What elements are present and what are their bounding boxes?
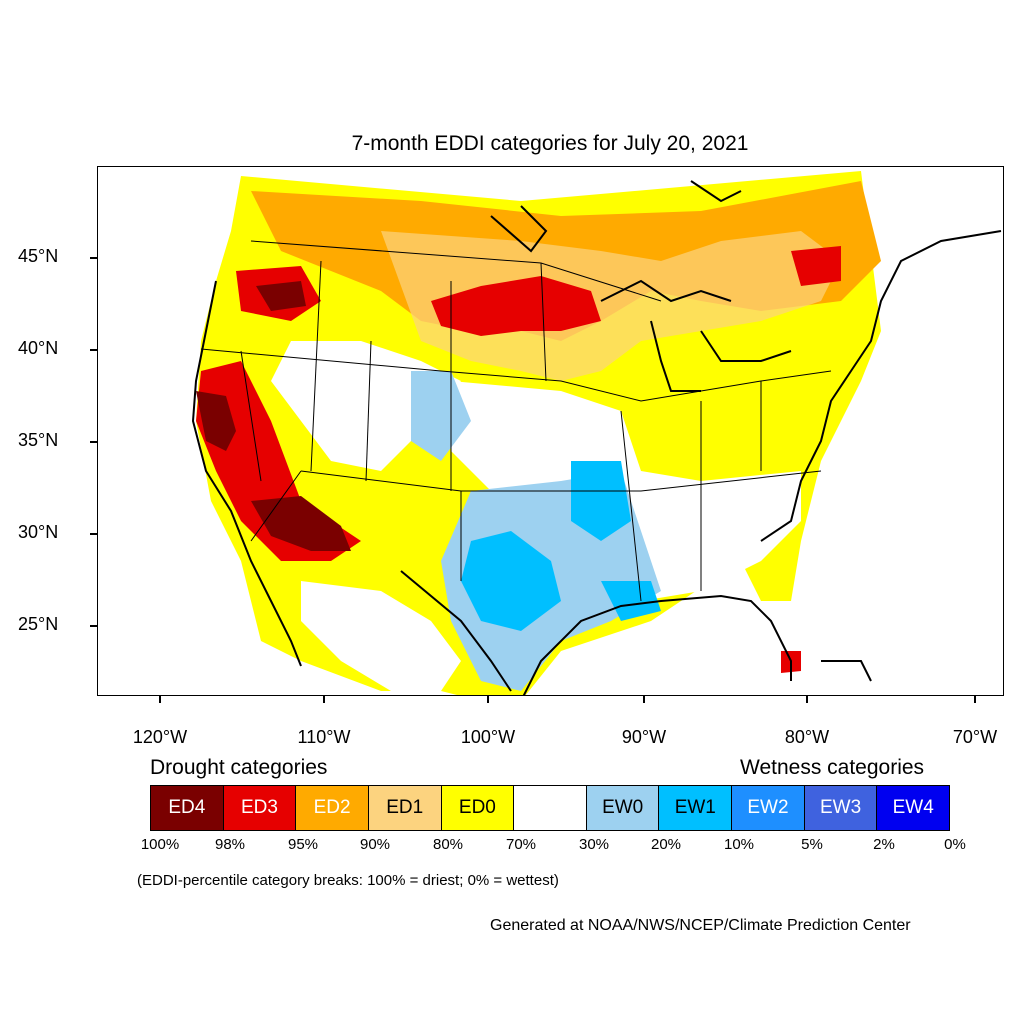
region-ew1-arkansas [571, 461, 631, 541]
lon-label-70: 70°W [952, 727, 998, 747]
legend-break: 30% [578, 836, 610, 853]
legend-cat-neutral [514, 786, 587, 830]
region-ed3-california [196, 361, 361, 561]
legend-break: 100% [140, 836, 180, 853]
legend-break: 70% [505, 836, 537, 853]
lon-tick [487, 696, 489, 703]
lat-tick [90, 349, 97, 351]
legend-break: 10% [723, 836, 755, 853]
lat-tick [90, 441, 97, 443]
region-ed4-northwest [256, 281, 306, 311]
lat-tick [90, 533, 97, 535]
legend-break: 80% [432, 836, 464, 853]
lat-tick [90, 625, 97, 627]
lon-label-100: 100°W [460, 727, 516, 747]
eddi-map [191, 171, 1002, 695]
lon-tick [806, 696, 808, 703]
wetness-categories-title: Wetness categories [740, 756, 925, 779]
region-ed4-california [196, 391, 236, 451]
legend-cat-ed4: ED4 [151, 786, 224, 830]
legend-break: 0% [944, 836, 966, 853]
legend-cat-ed0: ED0 [441, 786, 515, 830]
map-title: 7-month EDDI categories for July 20, 202… [351, 132, 749, 155]
legend-break: 90% [359, 836, 391, 853]
legend-cat-ed1: ED1 [368, 786, 442, 830]
region-ed3-canada-east [791, 246, 841, 286]
legend-cat-ew2: EW2 [732, 786, 805, 830]
lon-label-80: 80°W [784, 727, 830, 747]
coastlines [191, 180, 1002, 695]
legend-cat-ed2: ED2 [296, 786, 369, 830]
lat-tick [90, 257, 97, 259]
legend-break: 2% [873, 836, 895, 853]
category-note: (EDDI-percentile category breaks: 100% =… [137, 872, 559, 889]
lat-label-45: 45°N [18, 246, 59, 266]
region-ew1-texas [461, 531, 561, 631]
map-panel [97, 166, 1004, 696]
lat-label-35: 35°N [18, 430, 59, 450]
lon-label-90: 90°W [621, 727, 667, 747]
lon-label-120: 120°W [132, 727, 188, 747]
credit-line: Generated at NOAA/NWS/NCEP/Climate Predi… [490, 917, 911, 934]
lon-tick [974, 696, 976, 703]
legend-break: 5% [801, 836, 823, 853]
state-boundaries [200, 240, 832, 602]
region-neutral-mexico [301, 581, 461, 691]
lat-label-30: 30°N [18, 522, 59, 542]
legend-break: 20% [650, 836, 682, 853]
legend-break: 98% [214, 836, 246, 853]
lon-tick [323, 696, 325, 703]
legend-cat-ed3: ED3 [223, 786, 297, 830]
lat-label-25: 25°N [18, 614, 59, 634]
legend-break: 95% [287, 836, 319, 853]
lon-tick [159, 696, 161, 703]
drought-categories-title: Drought categories [150, 756, 328, 779]
legend-cat-ew0: EW0 [586, 786, 660, 830]
region-ed3-dakotas [431, 276, 601, 336]
legend-cat-ew1: EW1 [659, 786, 733, 830]
region-ed4-desert [251, 496, 351, 551]
lon-tick [643, 696, 645, 703]
legend-colorbar: ED4 ED3 ED2 ED1 ED0 EW0 EW1 EW2 EW3 EW4 [150, 785, 950, 831]
region-ed1-band [381, 231, 841, 381]
lat-label-40: 40°N [18, 338, 59, 358]
region-ew1-gulf [601, 581, 661, 621]
region-ew0-colorado [411, 371, 471, 461]
lon-label-110: 110°W [297, 727, 351, 747]
legend-cat-ew3: EW3 [804, 786, 878, 830]
legend-cat-ew4: EW4 [877, 786, 950, 830]
